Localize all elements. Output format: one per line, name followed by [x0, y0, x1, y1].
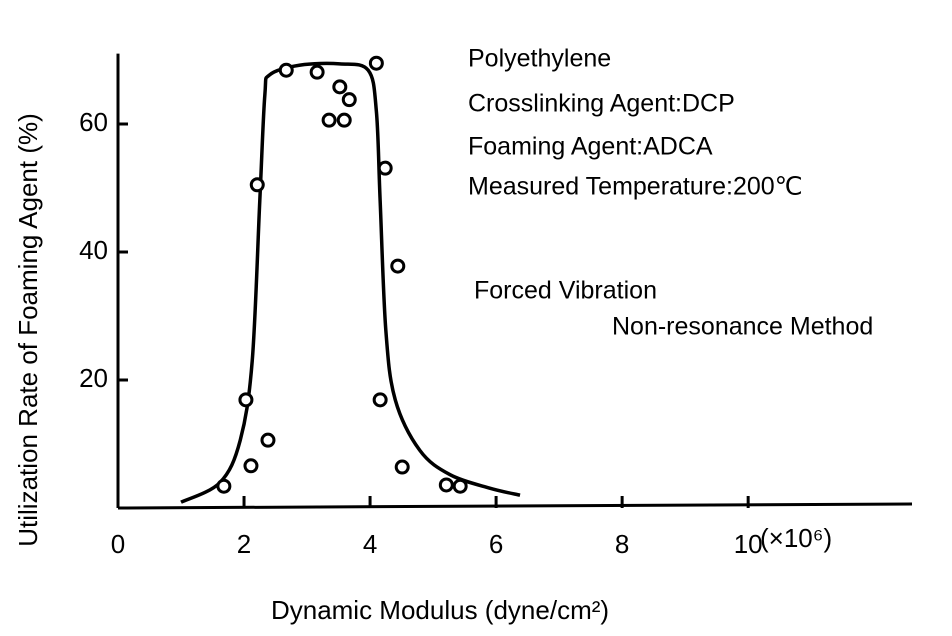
data-point [332, 79, 348, 95]
x-tick-label: 10 [734, 529, 763, 559]
y-tick-label: 40 [79, 235, 108, 265]
annotation: Crosslinking Agent:DCP [468, 90, 735, 118]
data-point [249, 177, 265, 193]
data-point [278, 62, 294, 78]
data-point [368, 55, 384, 71]
x-tick-label: 4 [363, 529, 377, 559]
data-point [390, 258, 406, 274]
data-point [243, 458, 259, 474]
y-axis-label: Utilization Rate of Foaming Agent (%) [13, 113, 43, 547]
data-point [377, 160, 393, 176]
y-tick-label: 20 [79, 363, 108, 393]
y-tick-label: 60 [79, 107, 108, 137]
x-tick-label: 2 [237, 529, 251, 559]
x-unit-note: (×10⁶) [760, 523, 832, 553]
x-tick-label: 6 [489, 529, 503, 559]
data-point [336, 112, 352, 128]
annotation: Forced Vibration [474, 277, 657, 305]
data-point [341, 92, 357, 108]
x-axis-label: Dynamic Modulus (dyne/cm²) [271, 595, 609, 625]
annotation: Polyethylene [468, 45, 611, 73]
x-axis [117, 502, 913, 510]
annotation: Non-resonance Method [612, 313, 873, 341]
data-point [372, 392, 388, 408]
data-point [309, 64, 325, 80]
fit-curve [180, 61, 521, 504]
annotation: Foaming Agent:ADCA [468, 133, 713, 161]
x-tick-label: 8 [615, 529, 629, 559]
data-point [216, 478, 232, 494]
data-point [238, 392, 254, 408]
data-point [394, 459, 410, 475]
data-point [452, 478, 468, 494]
data-point [260, 432, 276, 448]
data-point [321, 112, 337, 128]
data-point [438, 477, 454, 493]
annotation: Measured Temperature:200℃ [468, 173, 803, 201]
x-tick-label: 0 [111, 529, 125, 559]
